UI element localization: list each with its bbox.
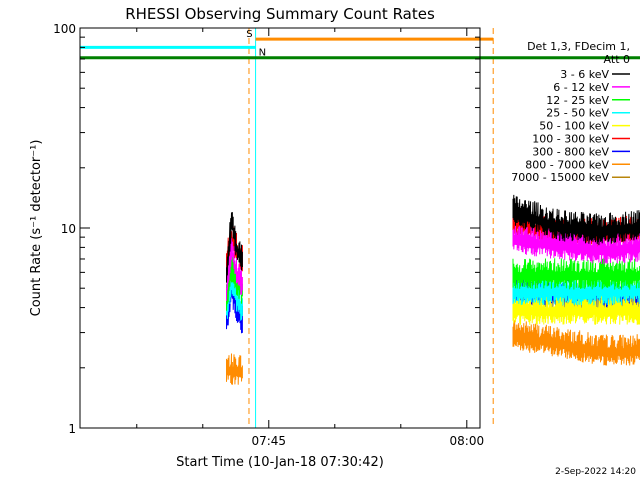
y-tick-label: 1 — [68, 422, 76, 436]
legend-label: 12 - 25 keV — [546, 94, 609, 107]
legend-label: 6 - 12 keV — [553, 81, 609, 94]
y-tick-label: 100 — [53, 22, 76, 36]
series-800-7000-kev-segment-1 — [512, 320, 640, 366]
flag-label-n-1: N — [259, 47, 266, 58]
legend-label: 7000 - 15000 keV — [511, 171, 609, 184]
data-layer — [226, 194, 640, 385]
series-12-25-kev-segment-1 — [512, 258, 640, 290]
legend-label: 3 - 6 keV — [560, 68, 609, 81]
series-25-50-kev-segment-0 — [226, 276, 243, 321]
series-3-6-kev-segment-1 — [512, 194, 640, 246]
flag-label-s-0: S — [246, 29, 252, 40]
series-6-12-kev-segment-1 — [512, 224, 640, 265]
legend-label: 100 - 300 keV — [532, 133, 609, 146]
y-axis-label: Count Rate (s⁻¹ detector⁻¹) — [29, 140, 44, 317]
legend-header-line: Att 0 — [604, 53, 630, 66]
plot-frame — [79, 27, 481, 429]
legend-label: 300 - 800 keV — [532, 145, 609, 158]
series-6-12-kev-segment-0 — [226, 238, 243, 301]
legend-label: 800 - 7000 keV — [525, 158, 609, 171]
legend-header-line: Det 1,3, FDecim 1, — [527, 40, 630, 53]
x-tick-label: 08:00 — [450, 434, 485, 448]
chart-title: RHESSI Observing Summary Count Rates — [125, 5, 435, 23]
series-3-6-kev-segment-0 — [226, 212, 243, 283]
annotation-layer: SNRD0RD6 — [79, 28, 640, 428]
series-50-100-kev-segment-0 — [512, 293, 640, 325]
x-tick-label: 07:45 — [251, 434, 286, 448]
y-tick-label: 10 — [61, 222, 76, 236]
x-axis-label: Start Time (10-Jan-18 07:30:42) — [176, 455, 384, 470]
series-800-7000-kev-segment-0 — [226, 353, 243, 385]
legend-label: 50 - 100 keV — [539, 120, 609, 133]
legend-label: 25 - 50 keV — [546, 107, 609, 120]
footer-timestamp: 2-Sep-2022 14:20 — [555, 467, 636, 477]
